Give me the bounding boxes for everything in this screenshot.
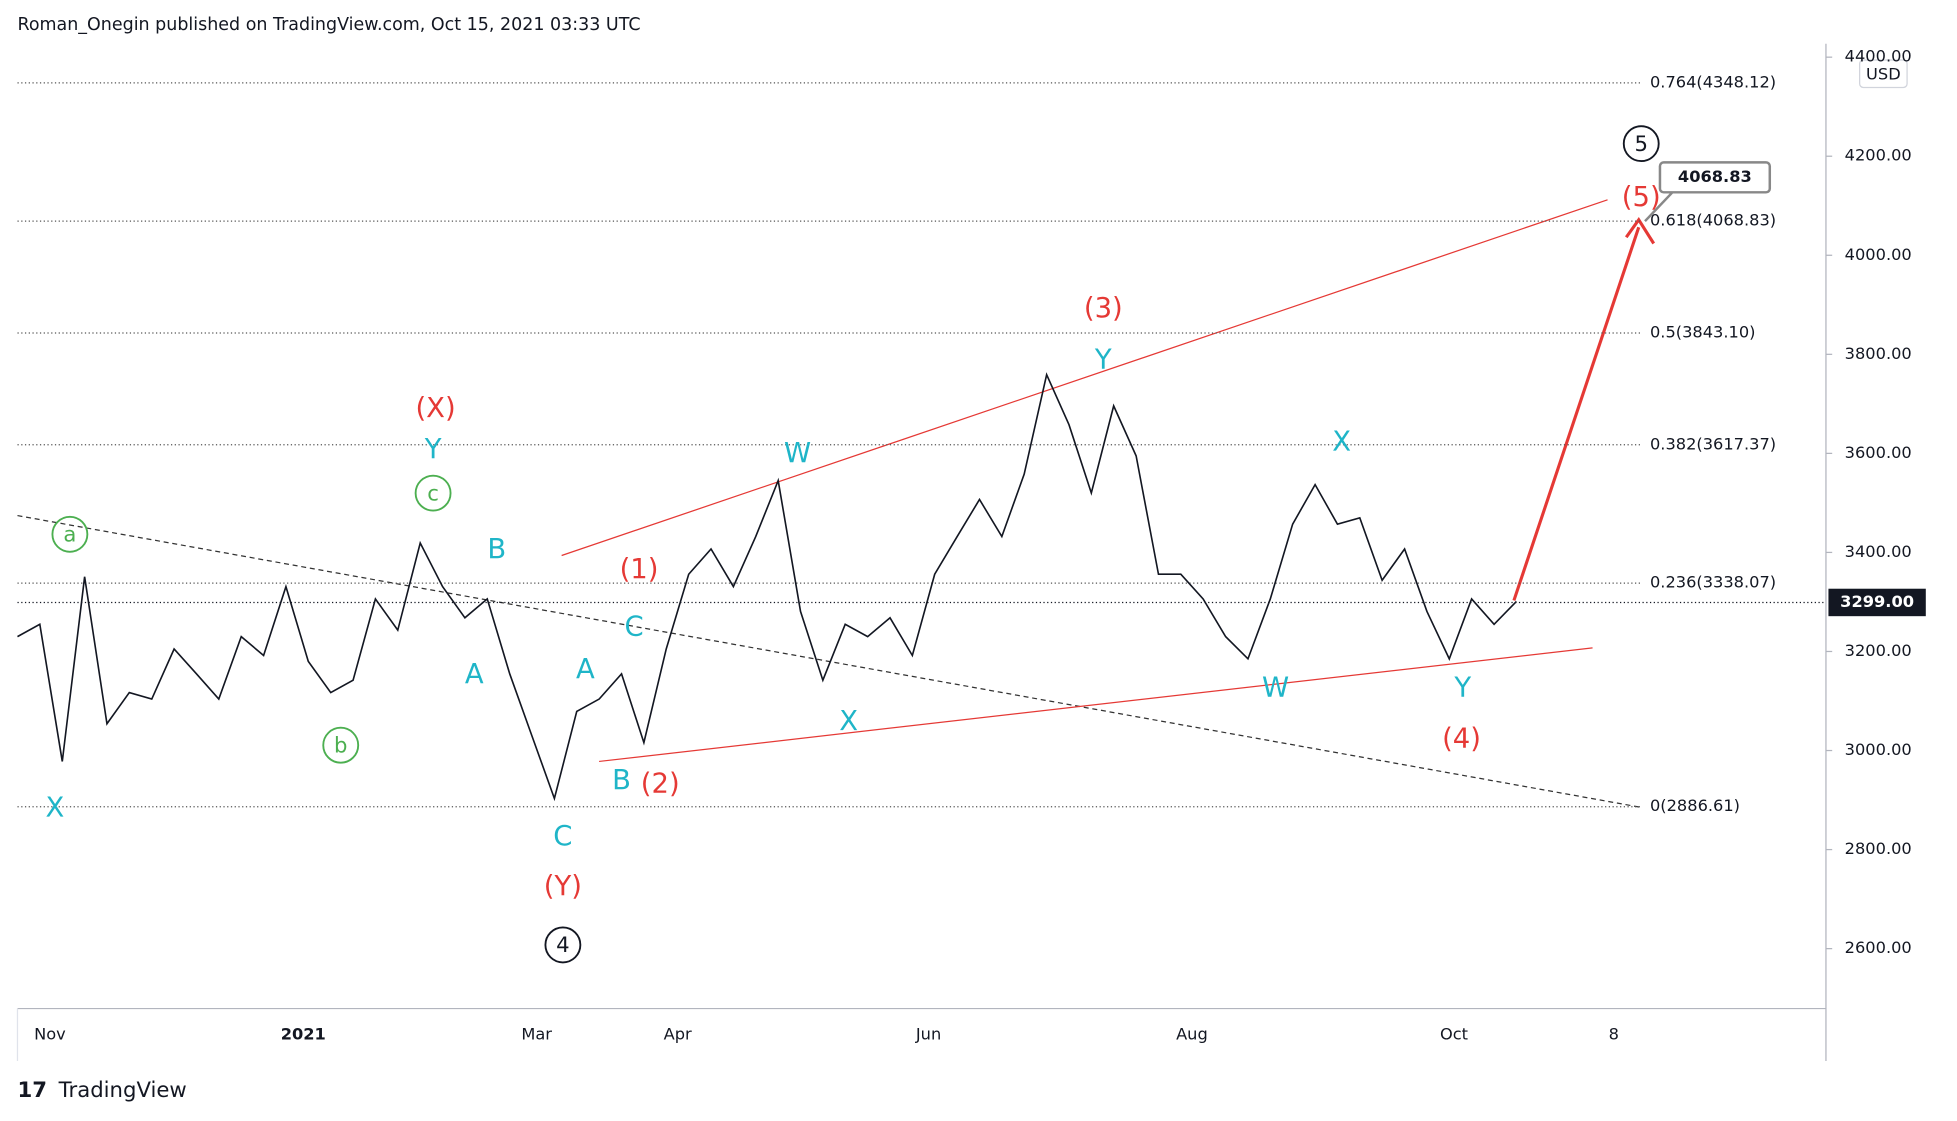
wave-label: (5) <box>1622 182 1661 213</box>
y-tick-label: 4200.00 <box>1845 146 1912 165</box>
last-price-box <box>1828 588 1926 617</box>
wave-label: (2) <box>641 769 680 800</box>
footer-logo: 17 <box>17 1078 47 1103</box>
wave-label: 5 <box>1634 132 1648 157</box>
wave-label: Y <box>424 434 442 465</box>
y-tick-label: 3400.00 <box>1845 542 1912 561</box>
last-price-label: 3299.00 <box>1840 592 1914 611</box>
annotation-circle <box>414 474 452 512</box>
wave-label: A <box>576 654 595 685</box>
target-label: 4068.83 <box>1678 167 1752 186</box>
wave-label: C <box>624 611 643 642</box>
x-tick-label: Jun <box>915 1024 941 1043</box>
footer: 17 TradingView <box>17 1078 186 1103</box>
wave-label: X <box>46 792 65 823</box>
arrow-head <box>1624 216 1656 245</box>
currency-box <box>1859 59 1908 89</box>
x-tick-label: 2021 <box>281 1024 326 1043</box>
wave-label: a <box>63 523 76 548</box>
x-tick-label: 8 <box>1609 1024 1619 1043</box>
fib-label: 0.382(3617.37) <box>1650 434 1776 453</box>
header: Roman_Onegin published on TradingView.co… <box>17 15 640 35</box>
wave-label: X <box>839 706 858 737</box>
wave-label: (X) <box>415 393 455 424</box>
annotation-circle <box>51 515 89 553</box>
target-pointer <box>1644 191 1674 223</box>
y-tick-label: 3000.00 <box>1845 740 1912 759</box>
channel-upper <box>561 199 1608 557</box>
projection-arrow <box>1512 226 1641 601</box>
annotation-circle <box>1622 125 1660 163</box>
x-tick-label: Apr <box>664 1024 692 1043</box>
x-tick-label: Nov <box>34 1024 66 1043</box>
fib-label: 0.618(4068.83) <box>1650 211 1776 230</box>
wave-label: (3) <box>1084 293 1123 324</box>
footer-text: TradingView <box>58 1078 187 1103</box>
wave-label: W <box>784 438 811 469</box>
wave-label: 4 <box>556 933 570 958</box>
wave-label: (Y) <box>544 871 582 902</box>
y-tick-label: 4000.00 <box>1845 245 1912 264</box>
wave-label: Y <box>1453 673 1471 704</box>
wave-label: Y <box>1094 344 1112 375</box>
y-tick-label: 2800.00 <box>1845 839 1912 858</box>
currency: USD <box>1866 64 1901 83</box>
annotation-circle <box>322 726 360 764</box>
wave-label: B <box>487 534 506 565</box>
wave-label: B <box>612 765 631 796</box>
wave-label: c <box>427 481 439 506</box>
wave-label: X <box>1332 427 1351 458</box>
y-tick-label: 3200.00 <box>1845 641 1912 660</box>
fib-label: 0.5(3843.10) <box>1650 322 1756 341</box>
fib-label: 0(2886.61) <box>1650 796 1740 815</box>
y-tick-label: 4400.00 <box>1845 47 1912 66</box>
y-tick-label: 3800.00 <box>1845 344 1912 363</box>
wave-label: W <box>1262 673 1289 704</box>
target-box <box>1658 161 1772 194</box>
fib-label: 0.236(3338.07) <box>1650 573 1776 592</box>
price-line <box>17 372 1518 802</box>
wave-label: (4) <box>1442 724 1481 755</box>
wave-label: A <box>465 659 484 690</box>
x-tick-label: Mar <box>521 1024 552 1043</box>
y-tick-label: 3600.00 <box>1845 443 1912 462</box>
x-tick-label: Aug <box>1176 1024 1208 1043</box>
x-tick-label: Oct <box>1440 1024 1468 1043</box>
wave-label: b <box>334 733 347 758</box>
wave-label: (1) <box>620 554 659 585</box>
y-tick-label: 2600.00 <box>1845 938 1912 957</box>
annotation-circle <box>544 926 582 964</box>
wave-label: C <box>553 821 572 852</box>
channel-lower <box>599 647 1593 763</box>
fib-label: 0.764(4348.12) <box>1650 72 1776 91</box>
